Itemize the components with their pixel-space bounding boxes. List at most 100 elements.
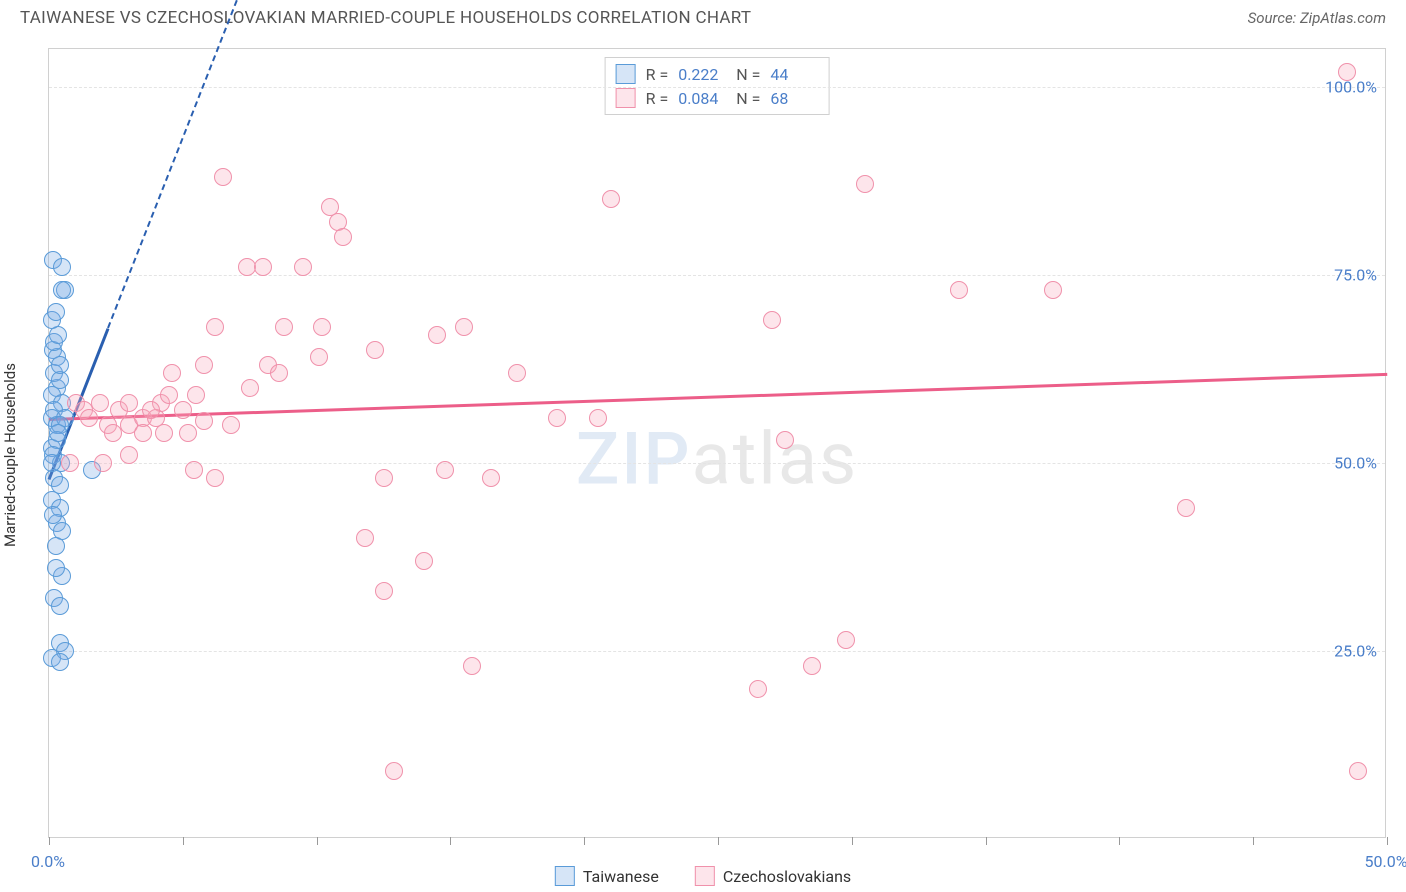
scatter-plot: ZIPatlas R = 0.222 N = 44 R = 0.084 N = 68 25.0… — [48, 48, 1386, 838]
data-point — [482, 469, 500, 487]
legend-item: Czechoslovakians — [695, 866, 851, 886]
y-tick-label: 100.0% — [1325, 77, 1377, 96]
series-swatch — [616, 64, 636, 84]
legend-label: Taiwanese — [583, 867, 659, 886]
data-point — [195, 412, 213, 430]
data-point — [375, 582, 393, 600]
data-point — [206, 318, 224, 336]
data-point — [47, 537, 65, 555]
data-point — [749, 680, 767, 698]
data-point — [385, 762, 403, 780]
x-tick-label: 0.0% — [31, 852, 65, 871]
legend-label: Czechoslovakians — [723, 867, 851, 886]
data-point — [356, 529, 374, 547]
data-point — [270, 364, 288, 382]
legend-item: Taiwanese — [555, 866, 659, 886]
data-point — [548, 409, 566, 427]
series-swatch — [616, 88, 636, 108]
data-point — [950, 281, 968, 299]
stat-r-label: R = — [646, 65, 669, 84]
data-point — [455, 318, 473, 336]
data-point — [206, 469, 224, 487]
data-point — [589, 409, 607, 427]
data-point — [53, 258, 71, 276]
data-point — [61, 454, 79, 472]
data-point — [185, 461, 203, 479]
data-point — [120, 394, 138, 412]
stat-n-value: 68 — [770, 89, 818, 108]
data-point — [53, 281, 71, 299]
legend-swatch — [695, 866, 715, 886]
data-point — [436, 461, 454, 479]
data-point — [94, 454, 112, 472]
x-tick — [317, 837, 318, 845]
data-point — [51, 653, 69, 671]
data-point — [222, 416, 240, 434]
data-point — [837, 631, 855, 649]
data-point — [1177, 499, 1195, 517]
x-tick — [450, 837, 451, 845]
data-point — [375, 469, 393, 487]
y-tick-label: 75.0% — [1334, 265, 1377, 284]
data-point — [275, 318, 293, 336]
data-point — [43, 454, 61, 472]
grid-line — [49, 651, 1385, 652]
x-tick — [183, 837, 184, 845]
data-point — [134, 424, 152, 442]
y-tick-label: 50.0% — [1334, 453, 1377, 472]
chart-title: TAIWANESE VS CZECHOSLOVAKIAN MARRIED-COU… — [20, 8, 751, 28]
data-point — [415, 552, 433, 570]
data-point — [47, 303, 65, 321]
y-tick-label: 25.0% — [1334, 641, 1377, 660]
x-tick — [584, 837, 585, 845]
data-point — [214, 168, 232, 186]
x-tick — [49, 837, 50, 845]
data-point — [803, 657, 821, 675]
data-point — [776, 431, 794, 449]
data-point — [294, 258, 312, 276]
legend-swatch — [555, 866, 575, 886]
data-point — [49, 424, 67, 442]
data-point — [51, 597, 69, 615]
stats-row: R = 0.084 N = 68 — [616, 86, 819, 110]
data-point — [80, 409, 98, 427]
data-point — [163, 364, 181, 382]
data-point — [174, 401, 192, 419]
x-tick — [1253, 837, 1254, 845]
x-tick-label: 50.0% — [1365, 852, 1406, 871]
data-point — [1338, 63, 1356, 81]
data-point — [1044, 281, 1062, 299]
data-point — [1349, 762, 1367, 780]
data-point — [142, 401, 160, 419]
watermark: ZIPatlas — [576, 416, 858, 501]
stat-r-value: 0.222 — [678, 65, 726, 84]
data-point — [763, 311, 781, 329]
stat-r-value: 0.084 — [678, 89, 726, 108]
data-point — [179, 424, 197, 442]
data-point — [160, 386, 178, 404]
data-point — [602, 190, 620, 208]
stat-n-label: N = — [736, 89, 760, 108]
stat-r-label: R = — [646, 89, 669, 108]
y-axis-label: Married-couple Households — [1, 363, 19, 547]
source-label: Source: ZipAtlas.com — [1248, 9, 1386, 27]
data-point — [241, 379, 259, 397]
data-point — [51, 356, 69, 374]
data-point — [463, 657, 481, 675]
data-point — [120, 446, 138, 464]
x-tick — [986, 837, 987, 845]
data-point — [310, 348, 328, 366]
data-point — [856, 175, 874, 193]
data-point — [187, 386, 205, 404]
data-point — [195, 356, 213, 374]
data-point — [313, 318, 331, 336]
trend-line-extrapolated — [107, 0, 277, 329]
series-legend: Taiwanese Czechoslovakians — [555, 866, 851, 886]
stats-row: R =0.222N =44 — [616, 62, 819, 86]
x-tick — [1119, 837, 1120, 845]
data-point — [254, 258, 272, 276]
data-point — [334, 228, 352, 246]
x-tick — [718, 837, 719, 845]
x-tick — [1387, 837, 1388, 845]
stat-n-value: 44 — [770, 65, 818, 84]
